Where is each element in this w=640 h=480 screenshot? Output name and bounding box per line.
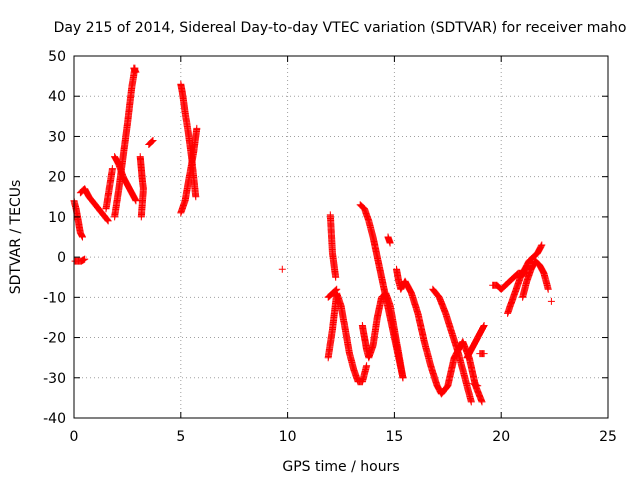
data-points <box>429 285 475 406</box>
data-track <box>463 322 488 362</box>
data-track <box>278 265 286 273</box>
y-tick-label: 40 <box>48 89 66 105</box>
y-tick-label: 50 <box>48 49 66 65</box>
data-track <box>102 165 116 213</box>
data-track <box>393 265 486 406</box>
data-points <box>71 255 89 265</box>
data-track <box>111 64 139 221</box>
data-track <box>547 297 555 305</box>
chart-title: Day 215 of 2014, Sidereal Day-to-day VTE… <box>54 20 627 36</box>
data-track <box>71 255 89 265</box>
x-tick-label: 15 <box>385 429 403 445</box>
x-axis-label: GPS time / hours <box>282 459 399 475</box>
y-tick-label: -40 <box>43 411 66 427</box>
data-points <box>384 233 394 247</box>
data-points <box>469 380 482 390</box>
data-points <box>324 285 341 301</box>
grid <box>74 56 608 418</box>
data-points <box>177 124 201 217</box>
y-tick-label: -10 <box>43 290 66 306</box>
data-points <box>145 137 157 148</box>
data-points <box>111 64 139 221</box>
data-points <box>356 201 407 382</box>
x-tick-label: 0 <box>70 429 79 445</box>
data-points <box>70 197 86 241</box>
y-tick-label: -30 <box>43 371 66 387</box>
data-track <box>356 201 407 382</box>
data-points <box>476 350 488 358</box>
x-tick-label: 10 <box>279 429 297 445</box>
data-track <box>136 153 147 221</box>
data-track <box>504 241 546 317</box>
data-points <box>547 297 555 305</box>
data-track <box>324 289 371 386</box>
data-track <box>429 285 475 406</box>
x-tick-label: 20 <box>492 429 510 445</box>
data-points <box>278 265 286 273</box>
data-series <box>70 64 555 406</box>
data-track <box>476 350 488 358</box>
data-points <box>324 289 371 386</box>
y-tick-label: 30 <box>48 129 66 145</box>
y-axis-label: SDTVAR / TECUs <box>8 180 24 295</box>
data-points <box>130 64 140 76</box>
data-points <box>519 257 552 301</box>
data-track <box>519 257 552 301</box>
data-points <box>326 211 340 281</box>
data-points <box>504 241 546 317</box>
data-track <box>145 137 157 148</box>
y-tick-label: -20 <box>43 331 66 347</box>
data-points <box>393 265 486 406</box>
x-tick-label: 25 <box>599 429 617 445</box>
plot-frame <box>73 55 609 419</box>
data-track <box>324 285 341 301</box>
data-track <box>130 64 140 76</box>
data-points <box>463 322 488 362</box>
data-track <box>326 211 340 281</box>
y-tick-label: 0 <box>57 250 66 266</box>
data-track <box>469 380 482 390</box>
x-tick-label: 5 <box>176 429 185 445</box>
y-tick-label: 10 <box>48 210 66 226</box>
data-track <box>384 233 394 247</box>
data-points <box>76 185 112 225</box>
data-track <box>76 185 112 225</box>
axis-ticks: 0 5 10 15 20 25 -40 -30 -20 -10 0 10 20 30 40 50 <box>43 49 617 445</box>
data-points <box>102 165 116 213</box>
data-points <box>136 153 147 221</box>
data-track <box>70 197 86 241</box>
data-track <box>177 124 201 217</box>
y-tick-label: 20 <box>48 170 66 186</box>
